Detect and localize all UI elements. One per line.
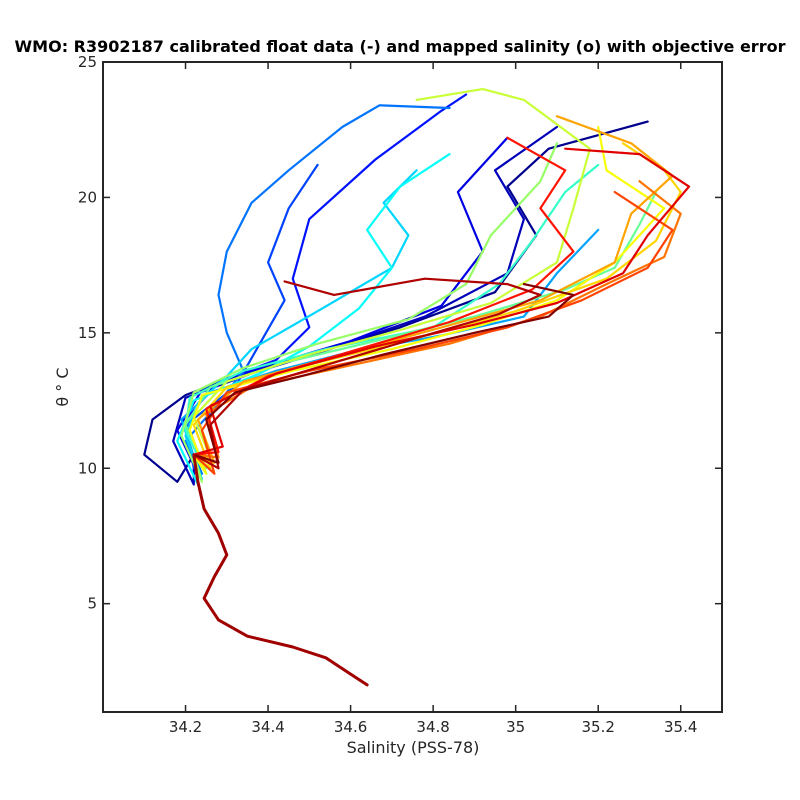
- chart-title: WMO: R3902187 calibrated float data (-) …: [15, 37, 786, 56]
- x-axis-title: Salinity (PSS-78): [347, 738, 480, 757]
- y-axis-title: θ ° C: [53, 367, 72, 406]
- y-tick-label: 15: [78, 324, 97, 342]
- x-tick-label: 34.8: [416, 718, 449, 736]
- y-axis: 5 10 15 20 25: [78, 53, 722, 613]
- plot-area: [103, 62, 722, 712]
- x-tick-label: 34.4: [251, 718, 284, 736]
- x-tick-label: 34.6: [334, 718, 367, 736]
- y-tick-label: 20: [78, 188, 97, 206]
- x-tick-label: 35: [506, 718, 525, 736]
- x-tick-label: 34.2: [169, 718, 202, 736]
- y-tick-label: 10: [78, 459, 97, 477]
- x-tick-label: 35.4: [664, 718, 697, 736]
- x-axis: 34.2 34.4 34.6 34.8 35 35.2 35.4: [169, 62, 697, 736]
- deep-profile-layer: [192, 453, 369, 687]
- plot-frame: [102, 61, 723, 713]
- y-tick-label: 25: [78, 53, 97, 71]
- y-tick-label: 5: [87, 595, 97, 613]
- x-tick-label: 35.2: [581, 718, 614, 736]
- deep-profile-line: [192, 453, 369, 687]
